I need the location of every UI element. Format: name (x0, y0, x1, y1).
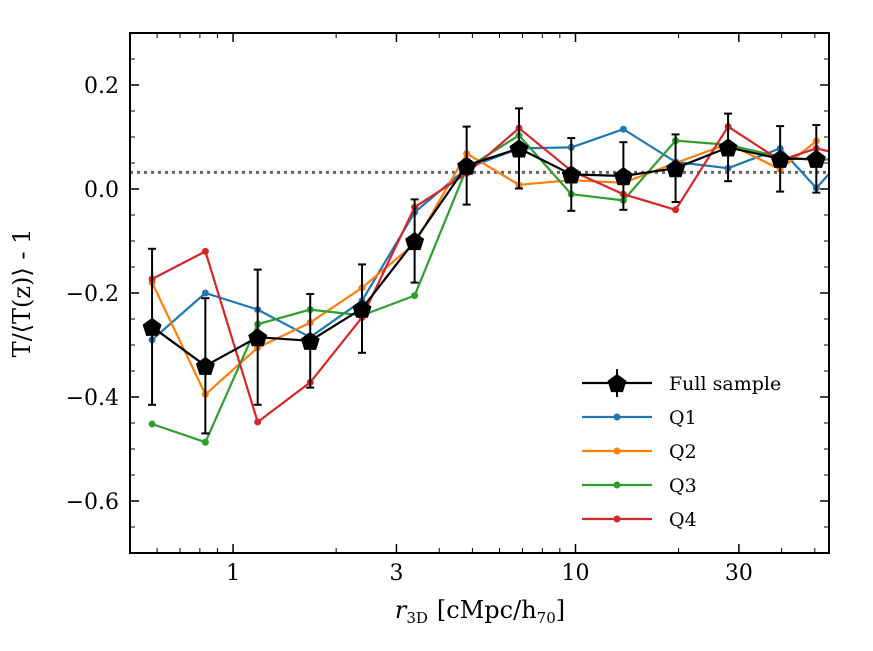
x-axis-label-var: r (395, 596, 408, 624)
legend-label-q3: Q3 (669, 475, 697, 497)
legend-label-q2: Q2 (669, 441, 697, 463)
x-tick-label: 3 (389, 561, 403, 586)
legend-marker-q1 (613, 413, 621, 421)
data-point-full-sample (300, 331, 320, 350)
data-point-full-sample (195, 356, 215, 375)
data-point-full-sample (142, 317, 162, 336)
data-point-q3 (831, 155, 838, 162)
legend-marker-q4 (613, 515, 621, 523)
y-tick-label: −0.4 (66, 386, 119, 411)
x-axis-label-unit: [cMpc/h (437, 596, 537, 624)
series-line-q2 (151, 140, 817, 396)
series-line-q1 (151, 128, 829, 341)
y-tick-label: 0.2 (84, 74, 119, 99)
legend-marker-full-sample (607, 374, 627, 393)
x-axis-label-unit-sub: 70 (537, 609, 556, 627)
data-point-full-sample (561, 165, 581, 184)
x-tick-label: 10 (561, 561, 589, 586)
y-tick-label: 0.0 (84, 178, 119, 203)
plot-frame (129, 32, 830, 554)
data-point-full-sample (509, 139, 529, 158)
data-point-full-sample (352, 299, 372, 318)
data-point-q4 (672, 206, 680, 214)
x-axis-label-unit-close: ] (556, 596, 565, 624)
x-axis-label: r3D [cMpc/h70] (395, 596, 565, 627)
data-point-full-sample (806, 149, 826, 168)
x-axis-label-sub: 3D (406, 609, 428, 627)
legend-label-full-sample: Full sample (669, 373, 781, 395)
y-tick-label: −0.6 (66, 490, 119, 515)
data-point-full-sample (405, 232, 425, 251)
data-point-q1 (619, 125, 627, 133)
data-point-q4 (831, 149, 838, 156)
data-point-full-sample (718, 138, 738, 157)
data-point-full-sample (248, 328, 268, 347)
series-group (142, 107, 838, 446)
series-line-full-sample (151, 146, 817, 367)
legend: Full sample Q1 Q2 Q3 Q4 (582, 369, 781, 531)
data-point-q3 (201, 438, 209, 446)
data-point-q4 (254, 418, 262, 426)
data-point-full-sample (613, 167, 633, 186)
y-axis-label: T/⟨T(z)⟩ - 1 (8, 229, 36, 358)
legend-marker-q3 (613, 481, 621, 489)
data-point-q1 (831, 165, 838, 172)
data-point-full-sample (770, 149, 790, 168)
ticks-group (130, 33, 829, 553)
data-point-q3 (148, 420, 156, 428)
legend-marker-q2 (613, 447, 621, 455)
data-point-q1 (201, 289, 209, 297)
x-tick-label: 1 (226, 561, 240, 586)
data-point-q4 (201, 247, 209, 255)
tick-labels-group: 1 3 10 30 0.2 0.0 −0.2 −0.4 −0.6 (66, 74, 753, 586)
legend-label-q1: Q1 (669, 407, 697, 429)
legend-label-q4: Q4 (669, 509, 697, 531)
data-point-full-sample (457, 156, 477, 175)
y-tick-label: −0.2 (66, 282, 119, 307)
x-tick-label: 30 (725, 561, 753, 586)
data-point-full-sample (666, 159, 686, 178)
data-point-q3 (411, 292, 419, 300)
